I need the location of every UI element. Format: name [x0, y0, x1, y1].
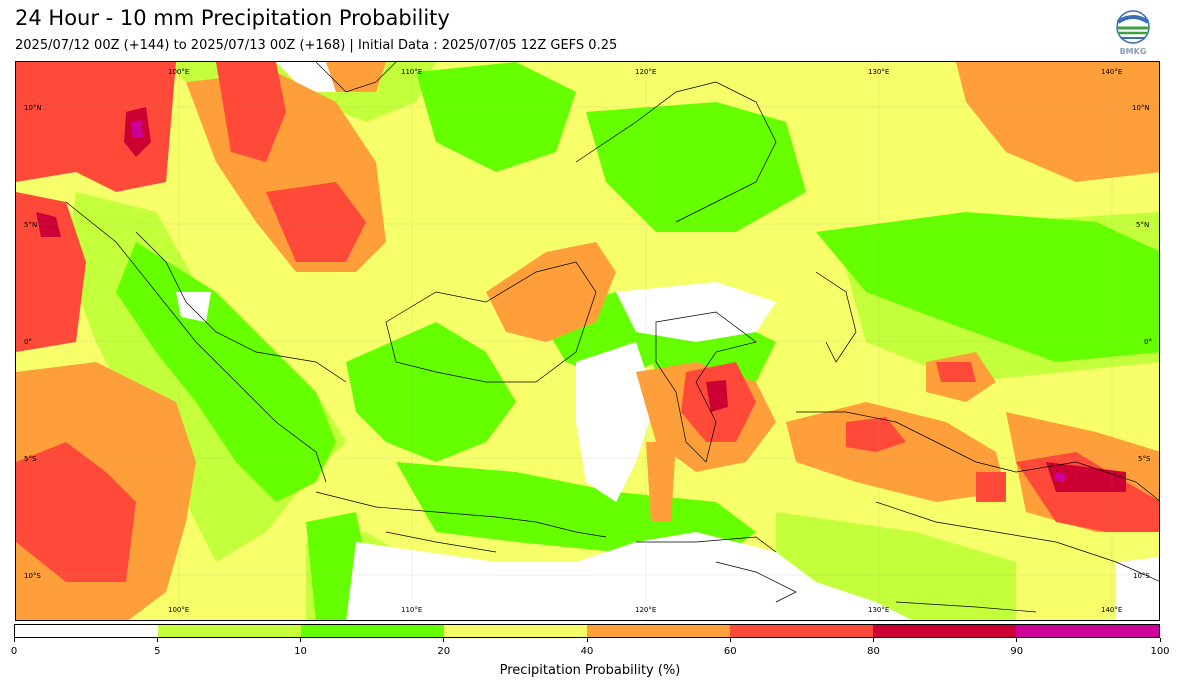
- colorbar-segment: [587, 625, 730, 637]
- colorbar-segment: [158, 625, 301, 637]
- lon-label-130: 130°E: [868, 68, 889, 76]
- precipitation-map: 100°E 110°E 120°E 130°E 140°E 100°E 110°…: [15, 61, 1160, 621]
- logo-text: BMKG: [1120, 47, 1147, 56]
- green-regions: [116, 62, 1159, 620]
- colorbar-tick-mark: [729, 638, 731, 642]
- colorbar-tick-label: 90: [1010, 646, 1024, 657]
- lon-label-110-bottom: 110°E: [401, 606, 422, 614]
- colorbar-segment: [301, 625, 444, 637]
- white-regions: [176, 62, 1159, 620]
- lat-labels-left: 10°N 5°N 0° 5°S 10°S: [24, 104, 42, 580]
- lon-labels-top: 100°E 110°E 120°E 130°E 140°E: [168, 68, 1122, 76]
- lon-label-100: 100°E: [168, 68, 189, 76]
- colorbar-segment: [730, 625, 873, 637]
- colorbar-tick-label: 20: [437, 646, 451, 657]
- lon-label-130-bottom: 130°E: [868, 606, 889, 614]
- colorbar-segment: [873, 625, 1016, 637]
- colorbar-tick-mark: [1016, 638, 1018, 642]
- colorbar-segment: [15, 625, 158, 637]
- colorbar-tick-mark: [300, 638, 301, 642]
- bmkg-logo: BMKG: [1113, 10, 1153, 56]
- graticule: [16, 62, 1159, 620]
- lat-label-5s-right: 5°S: [1138, 455, 1151, 463]
- lat-label-10s-right: 10°S: [1133, 572, 1150, 580]
- colorbar-tick-label: 100: [1150, 646, 1170, 657]
- chart-subtitle: 2025/07/12 00Z (+144) to 2025/07/13 00Z …: [15, 38, 618, 53]
- lat-labels-right: 10°N 5°N 0° 5°S 10°S: [1132, 104, 1152, 580]
- map-canvas: 100°E 110°E 120°E 130°E 140°E 100°E 110°…: [16, 62, 1159, 620]
- colorbar-tick-label: 60: [723, 646, 737, 657]
- colorbar-tick-mark: [873, 638, 874, 642]
- colorbar-tick-label: 80: [867, 646, 880, 657]
- colorbar: [14, 624, 1160, 638]
- lat-label-10n: 10°N: [24, 104, 42, 112]
- colorbar-segment: [444, 625, 587, 637]
- colorbar-segment: [1016, 625, 1159, 637]
- colorbar-label: Precipitation Probability (%): [499, 663, 681, 678]
- magenta-spots: [131, 120, 1066, 482]
- colorbar-tick-label: 0: [10, 646, 18, 657]
- lat-label-0-right: 0°: [1144, 338, 1152, 346]
- lon-label-140: 140°E: [1101, 68, 1122, 76]
- lat-label-10n-right: 10°N: [1132, 104, 1150, 112]
- lon-label-120: 120°E: [635, 68, 656, 76]
- colorbar-tick-mark: [1159, 638, 1161, 642]
- lat-label-5s: 5°S: [24, 455, 37, 463]
- colorbar-tick-mark: [156, 638, 158, 642]
- lon-label-120-bottom: 120°E: [635, 606, 656, 614]
- lat-label-0: 0°: [24, 338, 32, 346]
- colorbar-tick-mark: [586, 638, 588, 642]
- chart-title: 24 Hour - 10 mm Precipitation Probabilit…: [15, 6, 450, 30]
- lon-labels-bottom: 100°E 110°E 120°E 130°E 140°E: [168, 606, 1122, 614]
- colorbar-tick-mark: [13, 638, 15, 642]
- lon-label-110: 110°E: [401, 68, 422, 76]
- lon-label-140-bottom: 140°E: [1101, 606, 1122, 614]
- coastlines: [65, 62, 1159, 613]
- lat-label-10s: 10°S: [24, 572, 41, 580]
- lon-label-100-bottom: 100°E: [168, 606, 189, 614]
- colorbar-tick-mark: [443, 638, 445, 642]
- colorbar-tick-label: 40: [580, 646, 594, 657]
- colorbar-tick-label: 10: [294, 646, 307, 657]
- colorbar-tick-label: 5: [154, 646, 161, 657]
- lat-label-5n-right: 5°N: [1136, 221, 1149, 229]
- lat-label-5n: 5°N: [24, 221, 37, 229]
